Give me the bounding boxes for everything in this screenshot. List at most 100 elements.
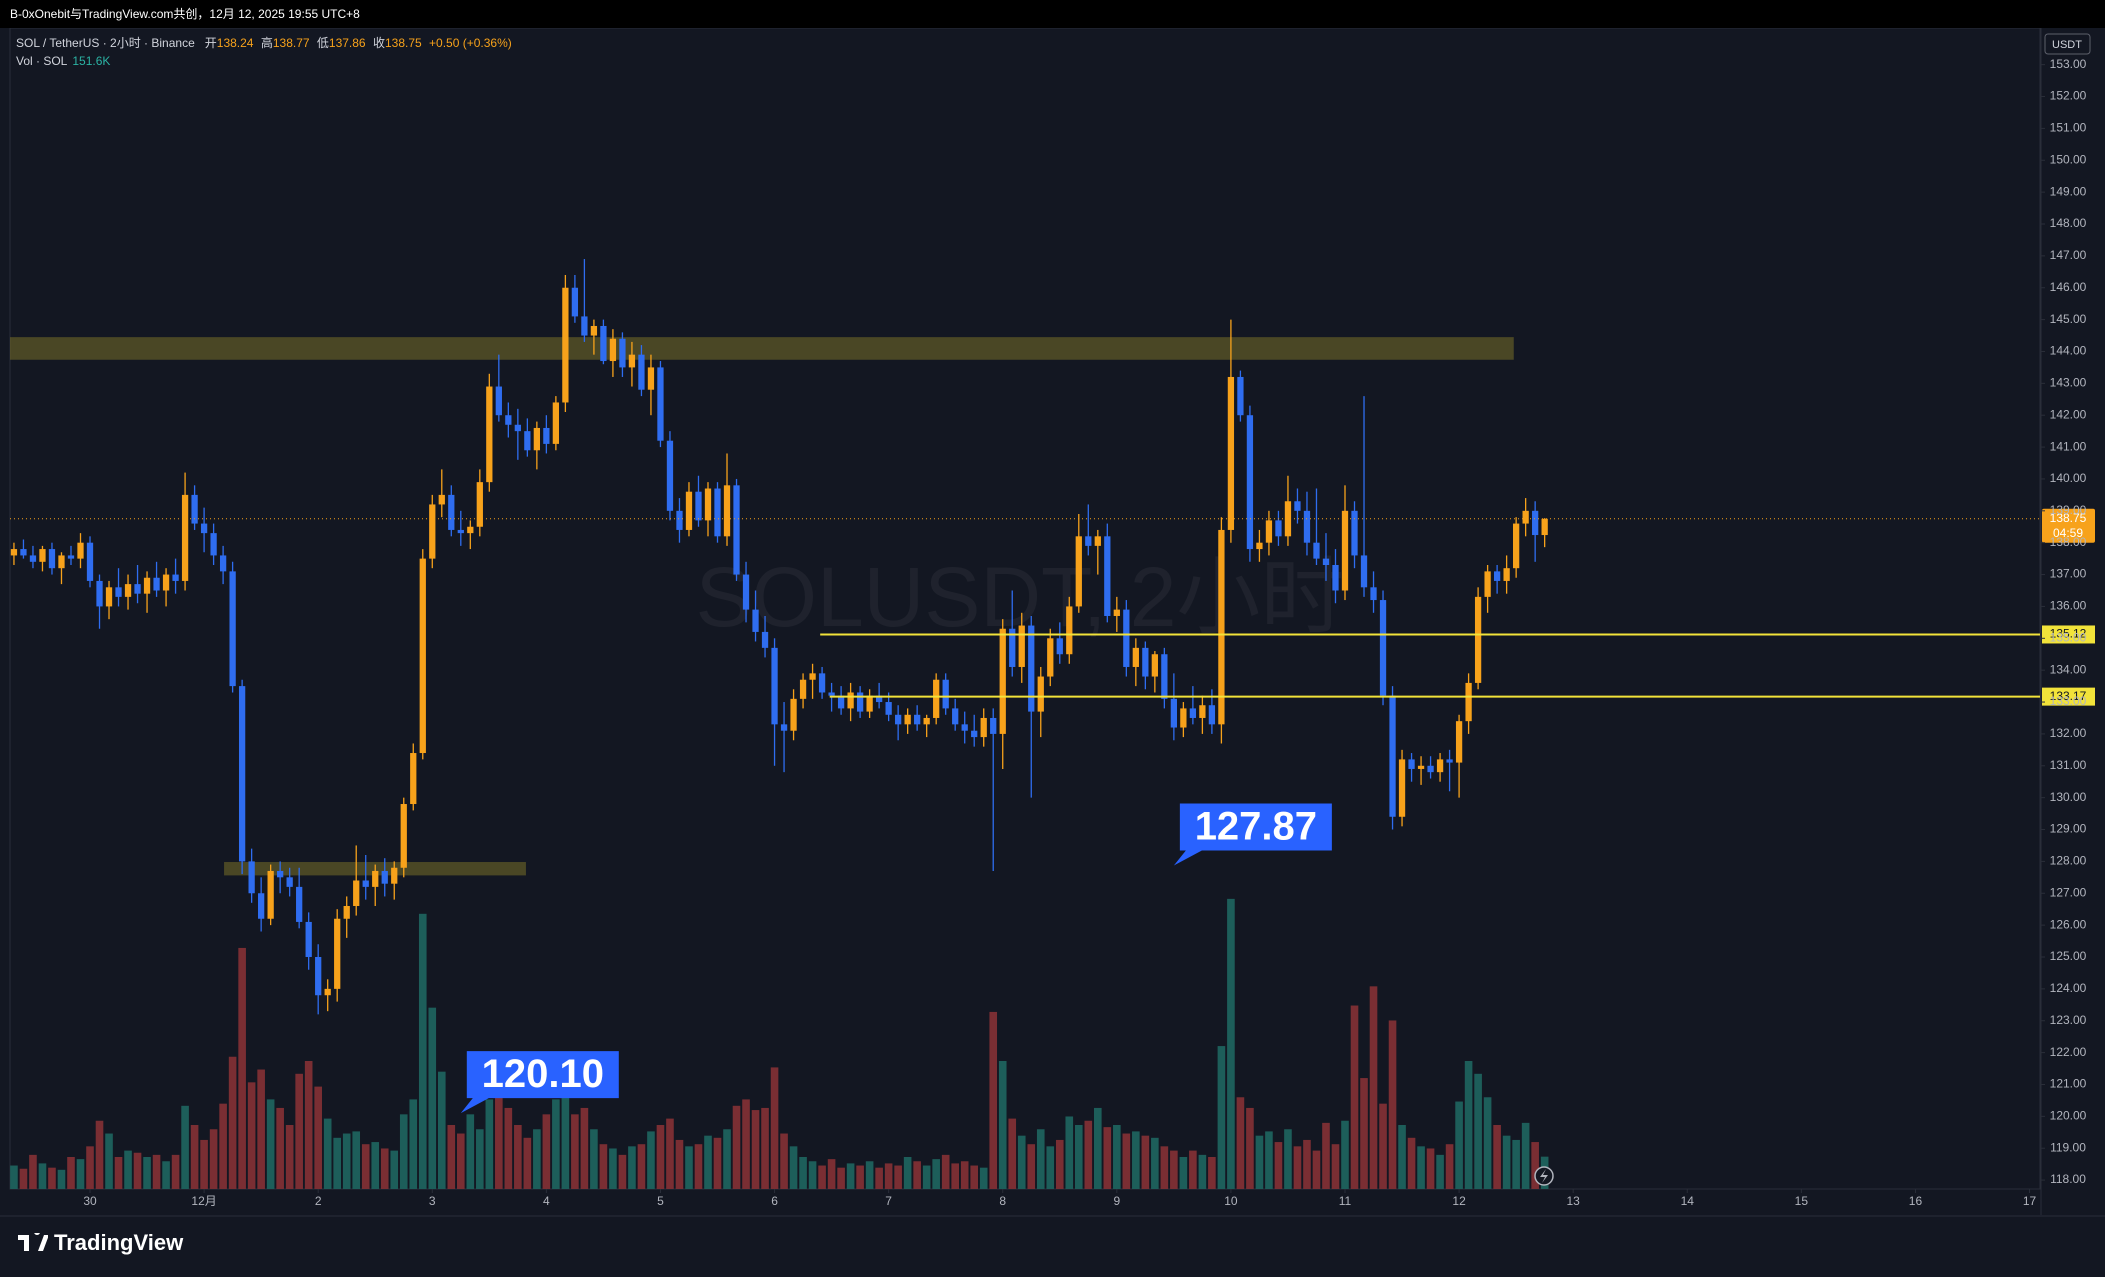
candle-body [10, 549, 18, 556]
y-tick-label: 152.00 [2050, 89, 2087, 103]
y-tick-label: 133.00 [2050, 694, 2087, 708]
volume-bar [818, 1165, 826, 1189]
volume-bar [1208, 1157, 1216, 1189]
candle-body [733, 485, 740, 575]
candle-body [67, 555, 75, 559]
candle-body [1170, 698, 1178, 728]
volume-bar [181, 1105, 189, 1189]
volume-bar [333, 1137, 342, 1189]
volume-bar [533, 1129, 541, 1189]
x-tick-label: 12 [1452, 1194, 1466, 1208]
candle-body [1037, 676, 1044, 712]
volume-bar [685, 1146, 693, 1189]
candle-body [96, 580, 103, 607]
volume-bar [590, 1129, 598, 1189]
volume-bar [352, 1131, 361, 1189]
volume-bar [466, 1114, 475, 1189]
candle-body [828, 692, 835, 696]
y-tick-label: 143.00 [2050, 376, 2087, 390]
x-tick-label: 9 [1113, 1194, 1120, 1208]
brand-logo-shape [18, 1233, 48, 1251]
candle-body [1265, 520, 1273, 543]
volume-bar [38, 1163, 47, 1189]
volume-bar [1322, 1122, 1330, 1189]
candle-body [334, 918, 341, 989]
volume-bar [941, 1154, 950, 1189]
candle-body [1474, 596, 1482, 683]
line-price-box [2042, 687, 2095, 706]
volume-bar [922, 1165, 931, 1189]
volume-bar [989, 1011, 998, 1189]
volume-bar [628, 1146, 636, 1189]
candle-body [229, 571, 236, 687]
y-tick-label: 147.00 [2050, 248, 2087, 262]
candle-body [1379, 600, 1387, 696]
x-tick-label: 7 [885, 1194, 892, 1208]
high-value: 138.77 [272, 36, 310, 50]
y-tick-label: 151.00 [2050, 121, 2087, 135]
volume-bar [647, 1131, 655, 1189]
candle-body [1218, 529, 1225, 725]
volume-bar [1521, 1122, 1530, 1189]
volume-bar [808, 1161, 817, 1189]
candle-body [476, 482, 483, 527]
candle-body [904, 714, 911, 725]
volume-bar [133, 1152, 142, 1189]
volume-bar [1369, 986, 1378, 1189]
volume-bar [580, 1107, 589, 1189]
volume-bar [495, 1086, 503, 1189]
candle-body [980, 717, 987, 738]
candle-body [856, 692, 864, 712]
candle-body [552, 402, 560, 444]
volume-bar [1502, 1135, 1511, 1189]
volume-bar [1388, 1020, 1397, 1189]
candle-body [1503, 568, 1510, 581]
y-tick-label: 138.00 [2050, 535, 2087, 549]
y-tick-label: 135.00 [2050, 630, 2087, 644]
candle-body [1180, 708, 1187, 728]
volume-bar [742, 1099, 750, 1189]
candle-body [277, 870, 284, 878]
volume-bar [1008, 1118, 1017, 1189]
volume-bar [1398, 1125, 1406, 1189]
volume-bar [1132, 1131, 1140, 1189]
volume-bar [1074, 1125, 1083, 1189]
brand[interactable]: TradingView [18, 1230, 183, 1256]
volume-bar [1407, 1137, 1416, 1189]
y-tick-label: 144.00 [2050, 344, 2087, 358]
volume-bar [86, 1146, 94, 1189]
brand-logo [18, 1233, 48, 1251]
volume-bar [1027, 1144, 1036, 1189]
y-tick-label: 137.00 [2050, 567, 2087, 581]
candle-body [647, 367, 655, 390]
x-tick-label: 15 [1795, 1194, 1809, 1208]
candle-body [752, 609, 759, 632]
volume-bar [361, 1144, 370, 1189]
volume-bar [1293, 1146, 1302, 1189]
candle-body [153, 577, 160, 591]
candle-body [191, 494, 198, 524]
candle-body [1303, 510, 1311, 543]
candle-body [258, 893, 265, 919]
candle-body [391, 867, 398, 884]
candle-body [619, 338, 626, 368]
volume-bar [1198, 1154, 1207, 1189]
candle-body [1018, 625, 1025, 667]
candle-body [353, 880, 360, 907]
candle-body [961, 724, 968, 731]
candle-body [419, 558, 426, 754]
candle-body [219, 555, 227, 572]
candle-body [286, 877, 293, 887]
volume-bar [399, 1114, 408, 1189]
candle-body [628, 354, 636, 368]
volume-bar [1312, 1150, 1321, 1189]
volume-bar [894, 1165, 902, 1189]
volume-bar [437, 1071, 446, 1189]
volume-bar [599, 1144, 608, 1189]
volume-bar [1170, 1150, 1178, 1189]
volume-bar [761, 1107, 769, 1189]
volume-bar [694, 1144, 703, 1189]
volume-bar [1284, 1129, 1292, 1189]
volume-bar [219, 1103, 227, 1189]
